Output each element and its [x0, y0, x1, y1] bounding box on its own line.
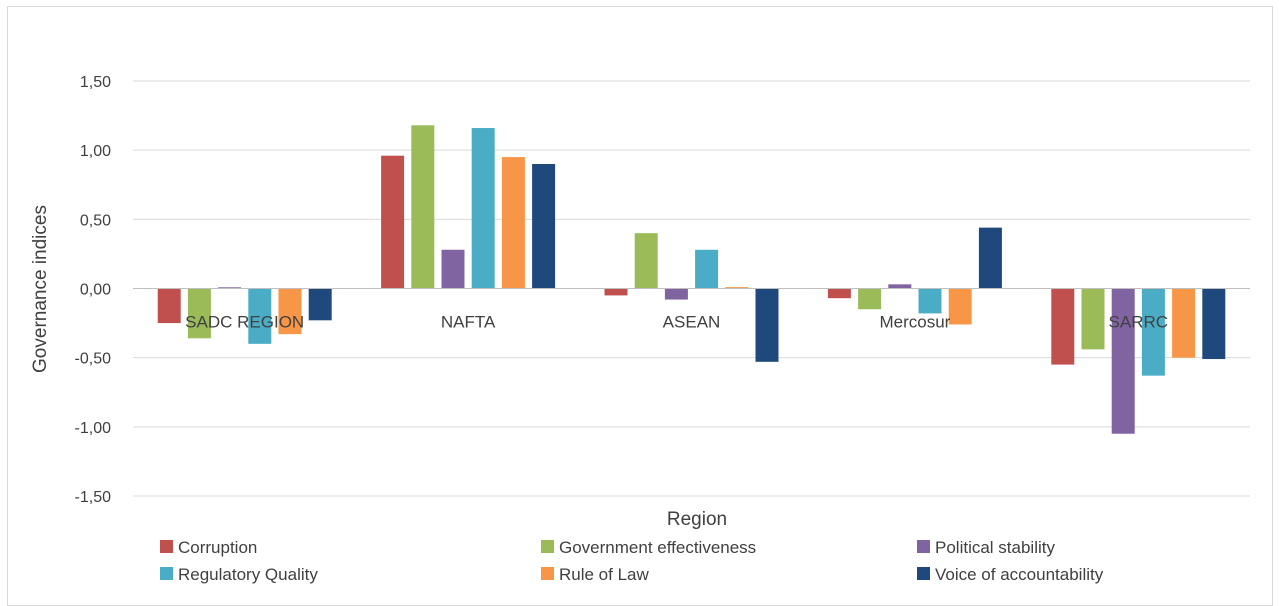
bar-political-stability	[218, 287, 242, 289]
bar-regulatory-quality	[918, 288, 942, 314]
bar-regulatory-quality	[248, 288, 272, 344]
bar-corruption	[827, 288, 851, 299]
legend-item: Voice of accountability	[917, 565, 1104, 584]
y-tick-label: 0,00	[80, 282, 111, 299]
bar-corruption	[381, 155, 405, 289]
gridlines	[133, 80, 1250, 497]
y-tick-label: -1,50	[75, 489, 112, 506]
bar-voice-of-accountability	[978, 227, 1002, 289]
bar-political-stability	[888, 284, 912, 289]
category-labels: SADC REGION NAFTA ASEAN Mercosur SARRC	[185, 313, 1168, 332]
legend-swatch	[541, 540, 554, 553]
bar-government-effectiveness	[411, 125, 435, 289]
bar-government-effectiveness	[634, 233, 658, 289]
legend-item: Corruption	[160, 538, 257, 557]
y-axis-title: Governance indices	[30, 205, 51, 373]
category-label: Mercosur	[879, 313, 950, 332]
bar-political-stability	[441, 249, 465, 289]
legend-label: Corruption	[178, 538, 257, 557]
y-tick-label: -1,00	[75, 420, 112, 437]
legend-swatch	[541, 567, 554, 580]
x-axis-title: Region	[667, 509, 727, 530]
legend-label: Regulatory Quality	[178, 565, 318, 584]
bar-government-effectiveness	[187, 288, 211, 339]
y-tick-label: 0,50	[80, 212, 111, 229]
bar-rule-of-law	[278, 288, 302, 335]
legend-swatch	[917, 567, 930, 580]
legend: Corruption Government effectiveness Politi…	[160, 538, 1104, 584]
bar-government-effectiveness	[1081, 288, 1105, 350]
bar-corruption	[1051, 288, 1075, 365]
y-axis-ticks: 1,50 1,00 0,50 0,00 -0,50 -1,00 -1,50	[75, 74, 112, 506]
bars	[133, 125, 1250, 434]
y-tick-label: -0,50	[75, 351, 112, 368]
y-tick-label: 1,50	[80, 74, 111, 91]
legend-item: Rule of Law	[541, 565, 649, 584]
legend-label: Voice of accountability	[935, 565, 1104, 584]
bar-regulatory-quality	[1141, 288, 1165, 376]
bar-political-stability	[1111, 288, 1135, 434]
bar-rule-of-law	[725, 287, 749, 289]
category-label: ASEAN	[663, 313, 721, 332]
bar-voice-of-accountability	[532, 164, 556, 289]
category-label: SADC REGION	[185, 313, 304, 332]
bar-corruption	[604, 288, 628, 296]
bar-corruption	[157, 288, 181, 324]
bar-voice-of-accountability	[1202, 288, 1226, 360]
category-label: NAFTA	[441, 313, 496, 332]
bar-regulatory-quality	[695, 249, 719, 289]
legend-item: Political stability	[917, 538, 1055, 557]
legend-item: Government effectiveness	[541, 538, 756, 557]
bar-rule-of-law	[948, 288, 972, 325]
bar-government-effectiveness	[858, 288, 882, 310]
legend-label: Rule of Law	[559, 565, 649, 584]
bar-rule-of-law	[501, 157, 525, 289]
legend-swatch	[917, 540, 930, 553]
legend-label: Political stability	[935, 538, 1055, 557]
bar-political-stability	[664, 288, 688, 300]
legend-swatch	[160, 540, 173, 553]
y-tick-label: 1,00	[80, 143, 111, 160]
bar-regulatory-quality	[471, 128, 495, 289]
bar-voice-of-accountability	[755, 288, 779, 362]
legend-item: Regulatory Quality	[160, 565, 318, 584]
bar-voice-of-accountability	[308, 288, 332, 321]
category-label: SARRC	[1109, 313, 1169, 332]
legend-label: Government effectiveness	[559, 538, 756, 557]
bar-rule-of-law	[1172, 288, 1196, 358]
legend-swatch	[160, 567, 173, 580]
